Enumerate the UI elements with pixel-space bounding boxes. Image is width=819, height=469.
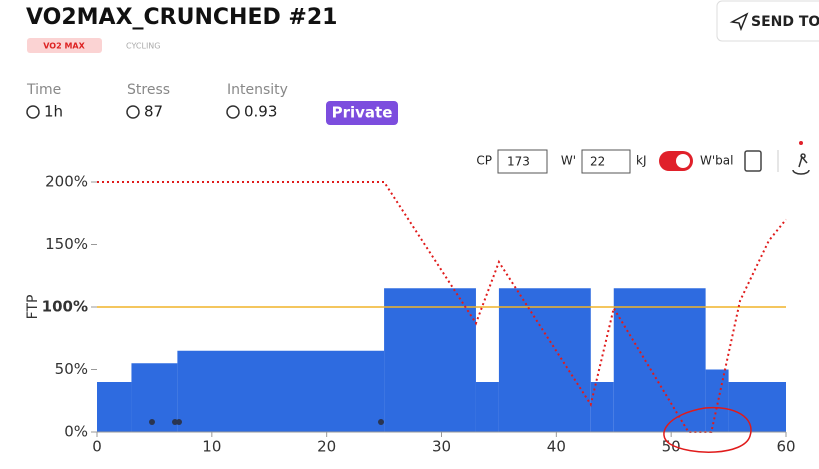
hand-drawn-circle: [663, 406, 752, 453]
y-tick-label: 0%: [64, 423, 88, 441]
send-icon: [729, 12, 749, 32]
interval-block: [728, 382, 786, 432]
stat-icon: [226, 105, 240, 119]
send-button[interactable]: [716, 0, 819, 42]
stat-icon: [26, 105, 40, 119]
toggle-knob: [676, 154, 690, 168]
cp-label: CP: [476, 154, 492, 168]
cyclist-icon[interactable]: [792, 153, 810, 175]
interval-block: [177, 350, 385, 432]
interval-block: [475, 382, 499, 432]
cp-input[interactable]: [497, 149, 548, 174]
tag-bg: [27, 38, 102, 53]
x-tick-label: 20: [317, 438, 336, 456]
w-value[interactable]: 22: [590, 155, 605, 169]
interval-block: [613, 288, 706, 432]
y-axis-label: FTP: [25, 295, 41, 320]
interval-block: [97, 382, 132, 432]
tag: VO2 MAX: [43, 42, 85, 51]
x-tick-label: 50: [662, 438, 681, 456]
stat-value: 87: [144, 103, 163, 121]
x-tick-label: 10: [202, 438, 221, 456]
w-input[interactable]: [581, 149, 631, 174]
y-tick-label: 150%: [45, 235, 88, 253]
interval-block: [705, 369, 729, 432]
stat-label: Time: [26, 82, 61, 98]
x-tick-label: 0: [92, 438, 102, 456]
x-tick-label: 30: [432, 438, 451, 456]
y-tick-label: 200%: [45, 173, 88, 191]
interval-block: [590, 382, 614, 432]
send-label[interactable]: SEND TO: [751, 14, 819, 30]
interval-block: [384, 288, 476, 432]
sport: CYCLING: [126, 42, 160, 51]
cp-value[interactable]: 173: [507, 155, 530, 169]
marker: [176, 419, 182, 425]
notice-dot: [799, 141, 803, 145]
stat-label: Intensity: [227, 82, 288, 98]
stat-value: 0.93: [244, 103, 277, 121]
privacy: Private: [332, 104, 393, 122]
wbal-label: W'bal: [700, 154, 733, 168]
w-label: W': [561, 154, 576, 168]
w-unit: kJ: [636, 154, 647, 168]
y-tick-label: 50%: [55, 360, 88, 378]
calculator-icon[interactable]: [744, 150, 762, 172]
x-tick-label: 40: [547, 438, 566, 456]
markers: [149, 419, 384, 425]
stat-value: 1h: [44, 103, 63, 121]
marker: [149, 419, 155, 425]
x-tick-label: 60: [776, 438, 795, 456]
marker: [378, 419, 384, 425]
stat-icon: [126, 105, 140, 119]
stat-label: Stress: [127, 82, 170, 98]
interval-block: [498, 288, 591, 432]
private-badge: [326, 101, 398, 125]
title: VO2MAX_CRUNCHED #21: [26, 5, 337, 30]
y-tick-label: 100%: [42, 298, 88, 316]
